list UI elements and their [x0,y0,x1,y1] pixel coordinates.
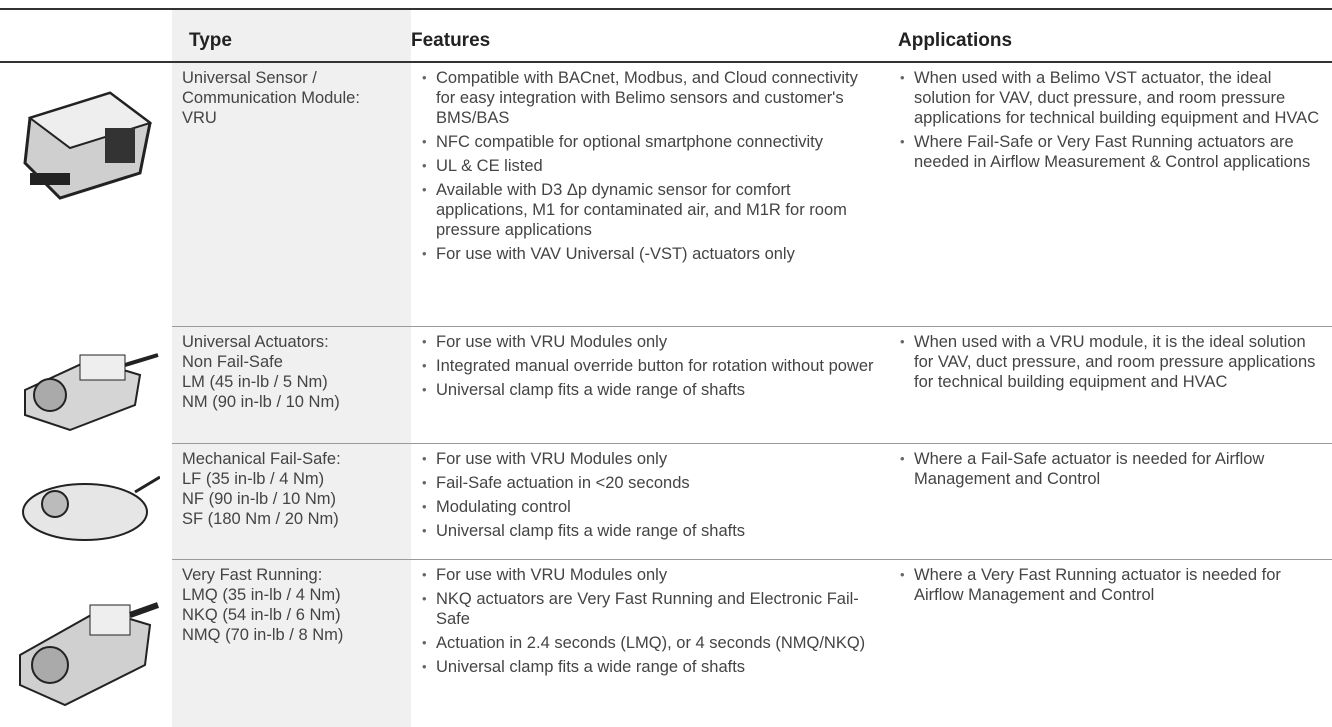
product-image [10,452,161,557]
product-image [10,565,160,720]
feature-item: UL & CE listed [422,156,877,176]
features-list: For use with VRU Modules only NKQ actuato… [422,565,877,681]
row-rule [172,559,1332,560]
feature-item: NKQ actuators are Very Fast Running and … [422,589,877,629]
header-type: Type [189,30,232,51]
type-line: NKQ (54 in-lb / 6 Nm) [182,606,341,624]
type-line: LMQ (35 in-lb / 4 Nm) [182,586,341,604]
feature-item: Compatible with BACnet, Modbus, and Clou… [422,68,877,128]
type-column-bg [172,10,411,727]
type-line: Non Fail-Safe [182,353,283,371]
type-line: LM (45 in-lb / 5 Nm) [182,373,328,391]
application-item: When used with a Belimo VST actuator, th… [900,68,1325,128]
header-applications: Applications [898,30,1013,51]
header-features: Features [411,30,491,51]
feature-item: Universal clamp fits a wide range of sha… [422,521,877,541]
feature-item: For use with VAV Universal (-VST) actuat… [422,244,877,264]
row-rule [172,326,1332,327]
product-image [10,335,160,440]
type-line: VRU [182,109,217,127]
type-line: NM (90 in-lb / 10 Nm) [182,393,340,411]
applications-list: When used with a Belimo VST actuator, th… [900,68,1325,176]
type-line: SF (180 Nm / 20 Nm) [182,510,339,528]
row-rule [172,443,1332,444]
type-cell: Mechanical Fail-Safe: LF (35 in-lb / 4 Nm… [182,449,407,529]
feature-item: For use with VRU Modules only [422,332,877,352]
feature-item: Available with D3 Δp dynamic sensor for … [422,180,877,240]
application-item: Where Fail-Safe or Very Fast Running act… [900,132,1325,172]
type-line: Universal Actuators: [182,333,329,351]
feature-item: Integrated manual override button for ro… [422,356,877,376]
type-cell: Universal Sensor / Communication Module: V… [182,68,407,128]
application-item: Where a Very Fast Running actuator is ne… [900,565,1325,605]
feature-item: Fail-Safe actuation in <20 seconds [422,473,877,493]
applications-list: Where a Very Fast Running actuator is ne… [900,565,1325,609]
feature-item: For use with VRU Modules only [422,565,877,585]
feature-item: Universal clamp fits a wide range of sha… [422,657,877,677]
type-cell: Very Fast Running: LMQ (35 in-lb / 4 Nm) N… [182,565,407,645]
type-line: Communication Module: [182,89,360,107]
table-row: Very Fast Running: LMQ (35 in-lb / 4 Nm) N… [0,559,1332,727]
product-image [10,78,160,213]
table-row: Universal Sensor / Communication Module: V… [0,63,1332,327]
applications-list: Where a Fail-Safe actuator is needed for… [900,449,1325,493]
table-row: Universal Actuators: Non Fail-Safe LM (45 … [0,326,1332,444]
feature-item: NFC compatible for optional smartphone c… [422,132,877,152]
type-line: NF (90 in-lb / 10 Nm) [182,490,337,508]
features-list: Compatible with BACnet, Modbus, and Clou… [422,68,877,268]
feature-item: Actuation in 2.4 seconds (LMQ), or 4 sec… [422,633,877,653]
header-rule [0,61,1332,63]
feature-item: Modulating control [422,497,877,517]
type-cell: Universal Actuators: Non Fail-Safe LM (45 … [182,332,407,412]
table-row: Mechanical Fail-Safe: LF (35 in-lb / 4 Nm… [0,443,1332,560]
type-line: Mechanical Fail-Safe: [182,450,341,468]
application-item: Where a Fail-Safe actuator is needed for… [900,449,1325,489]
applications-list: When used with a VRU module, it is the i… [900,332,1325,396]
feature-item: Universal clamp fits a wide range of sha… [422,380,877,400]
feature-item: For use with VRU Modules only [422,449,877,469]
type-line: Very Fast Running: [182,566,323,584]
type-line: Universal Sensor / [182,69,317,87]
type-line: NMQ (70 in-lb / 8 Nm) [182,626,344,644]
type-line: LF (35 in-lb / 4 Nm) [182,470,325,488]
application-item: When used with a VRU module, it is the i… [900,332,1325,392]
features-list: For use with VRU Modules only Fail-Safe a… [422,449,877,545]
features-list: For use with VRU Modules only Integrated … [422,332,877,404]
top-rule [0,8,1332,10]
